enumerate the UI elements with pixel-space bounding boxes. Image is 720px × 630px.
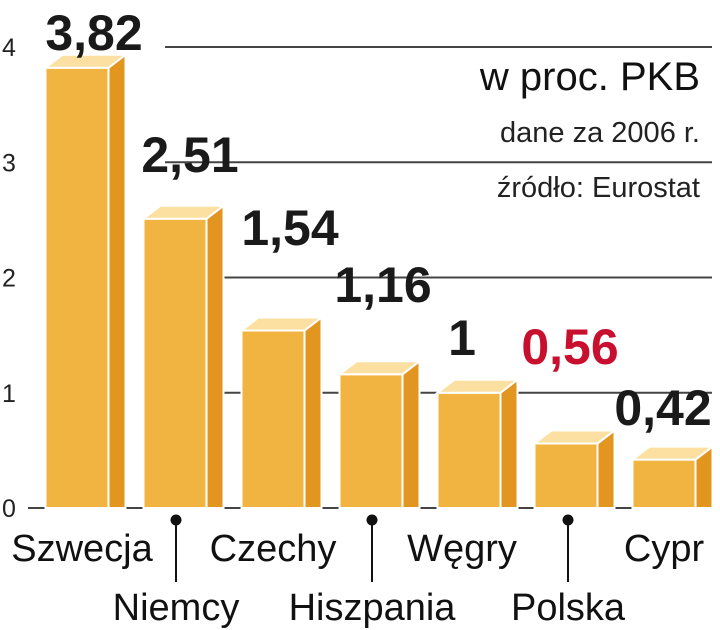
- category-label-węgry: Węgry: [407, 528, 517, 570]
- bar-front: [338, 373, 404, 509]
- bar-top: [629, 445, 716, 461]
- bar-hiszpania: [336, 359, 423, 509]
- bar-side: [401, 359, 421, 509]
- bar-side: [205, 203, 225, 509]
- chart-notes: w proc. PKB dane za 2006 r. źródło: Euro…: [479, 55, 700, 204]
- value-label-polska: 0,56: [521, 319, 618, 375]
- bar-front: [533, 442, 599, 509]
- bar-front: [240, 329, 306, 510]
- value-label-węgry: 1: [448, 310, 476, 366]
- value-label-szwecja: 3,82: [45, 5, 142, 61]
- value-label-niemcy: 2,51: [141, 127, 238, 183]
- bar-top: [140, 204, 227, 220]
- leader-dot: [170, 514, 182, 526]
- category-label-niemcy: Niemcy: [113, 587, 240, 629]
- chart-title: w proc. PKB: [479, 55, 700, 99]
- bar-top: [238, 316, 325, 332]
- bar-front: [44, 66, 110, 510]
- y-tick-label: 1: [2, 380, 16, 408]
- bar-czechy: [238, 315, 325, 510]
- bar-top: [434, 378, 521, 394]
- value-label-hiszpania: 1,16: [334, 257, 431, 313]
- bar-top: [336, 360, 423, 376]
- chart-subtitle: dane za 2006 r.: [500, 117, 700, 149]
- labels: 0 1 2 3 4 3,82 2,511,541,16 1 0,560,42 Szwecja Nie…: [2, 5, 712, 629]
- y-tick-label: 3: [2, 149, 16, 177]
- value-label-cypr: 0,42: [614, 380, 711, 436]
- y-tick-label: 2: [2, 265, 16, 293]
- category-label-czechy: Czechy: [210, 528, 337, 570]
- bar-side: [303, 315, 323, 509]
- category-label-szwecja: Szwecja: [11, 528, 153, 570]
- leader-dot: [562, 514, 574, 526]
- category-label-cypr: Cypr: [624, 528, 705, 570]
- bar-cypr: [629, 444, 716, 509]
- bar-front: [631, 458, 697, 509]
- bar-side: [499, 377, 519, 509]
- chart-source: źródło: Eurostat: [497, 172, 700, 204]
- leader-dot: [366, 514, 378, 526]
- bar-niemcy: [140, 203, 227, 509]
- bar-front: [142, 217, 208, 509]
- y-tick-label: 0: [2, 495, 16, 523]
- bars: [42, 52, 716, 510]
- y-tick-label: 4: [2, 34, 16, 62]
- category-label-hiszpania: Hiszpania: [289, 587, 457, 629]
- bar-top: [42, 53, 129, 69]
- bar-top: [531, 429, 618, 445]
- value-label-czechy: 1,54: [241, 200, 339, 256]
- bar-polska: [531, 428, 618, 509]
- bar-side: [107, 52, 127, 509]
- category-label-polska: Polska: [511, 587, 626, 629]
- bar-szwecja: [42, 52, 129, 510]
- bar-węgry: [434, 377, 521, 509]
- bar-front: [436, 391, 502, 509]
